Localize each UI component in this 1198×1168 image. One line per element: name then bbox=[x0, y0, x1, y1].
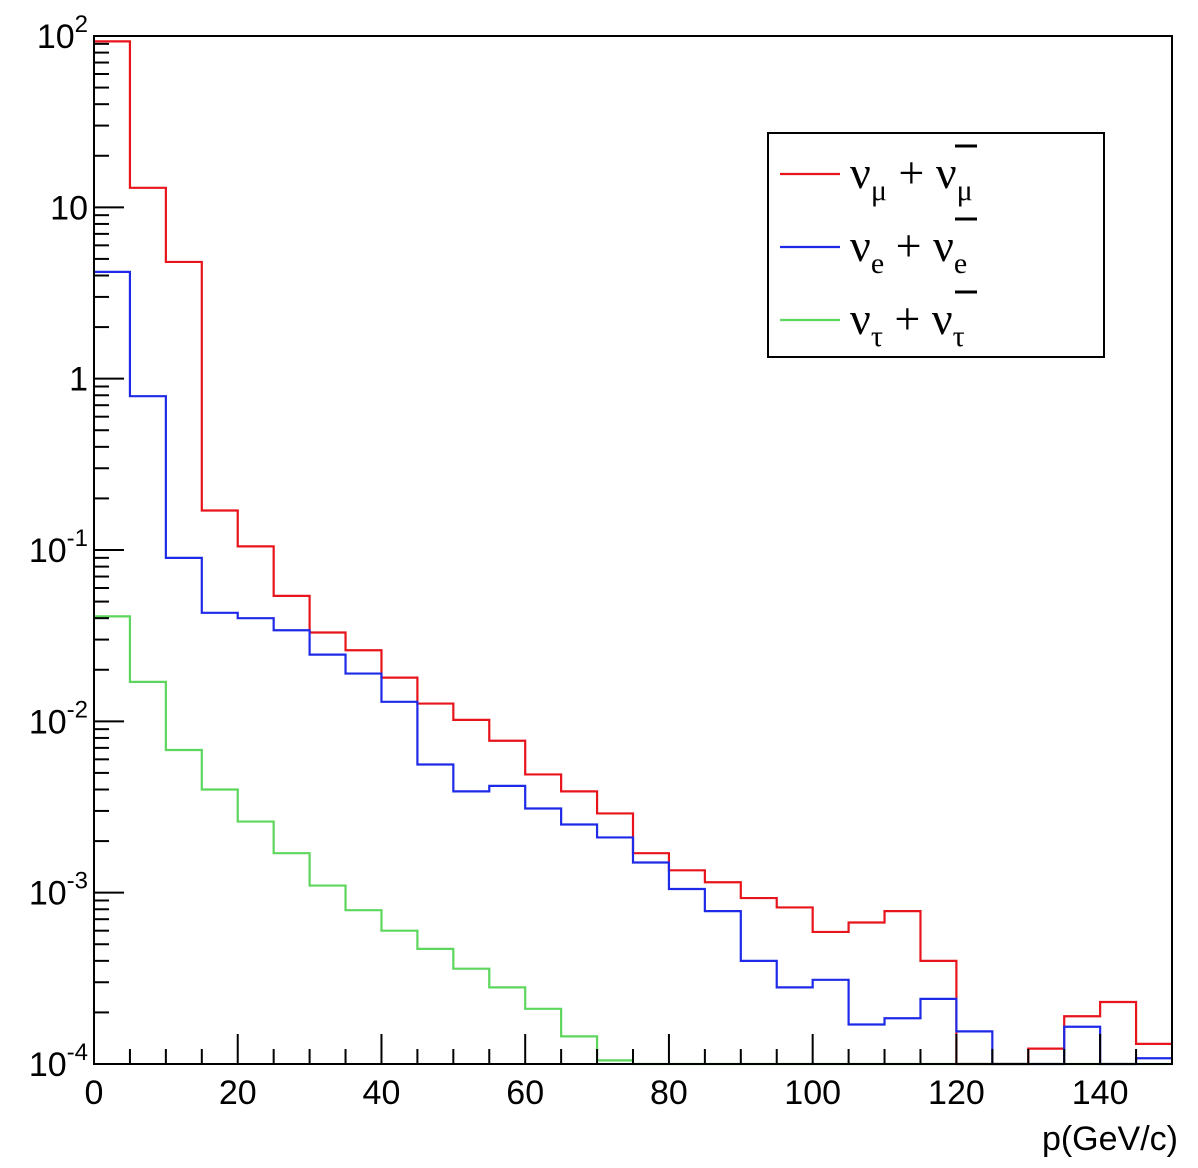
x-tick-label: 40 bbox=[363, 1074, 401, 1112]
x-tick-label: 0 bbox=[85, 1074, 104, 1112]
legend-label: νe + νe bbox=[850, 220, 967, 280]
x-axis-title: p(GeV/c) bbox=[1042, 1120, 1178, 1158]
y-tick-label: 102 bbox=[37, 11, 88, 56]
y-tick-label: 10 bbox=[50, 189, 88, 227]
legend: νμ + νμ νe + νe ντ + ντ bbox=[767, 132, 1105, 358]
series-line-1 bbox=[94, 270, 1172, 1066]
x-tick-label: 140 bbox=[1072, 1074, 1129, 1112]
axes-layer: 0 20 40 60 80 100 120 140 102 10 1 10-1 10-2 10-3 10-4 bbox=[29, 11, 1173, 1112]
x-tick-label: 80 bbox=[650, 1074, 688, 1112]
legend-entries: νμ + νμ νe + νe ντ + ντ bbox=[780, 144, 977, 353]
y-tick-label: 10-4 bbox=[29, 1039, 88, 1084]
x-tick-label: 20 bbox=[219, 1074, 257, 1112]
y-tick-label: 1 bbox=[69, 361, 88, 399]
plot-frame bbox=[93, 35, 1173, 1065]
y-tick-label: 10-2 bbox=[29, 696, 88, 741]
x-tick-label: 120 bbox=[928, 1074, 985, 1112]
x-tick-label: 60 bbox=[506, 1074, 544, 1112]
legend-label: νμ + νμ bbox=[850, 147, 973, 207]
legend-label: ντ + ντ bbox=[850, 293, 965, 353]
y-tick-label: 10-1 bbox=[29, 525, 88, 570]
y-tick-label: 10-3 bbox=[29, 868, 88, 913]
x-tick-label: 100 bbox=[784, 1074, 841, 1112]
